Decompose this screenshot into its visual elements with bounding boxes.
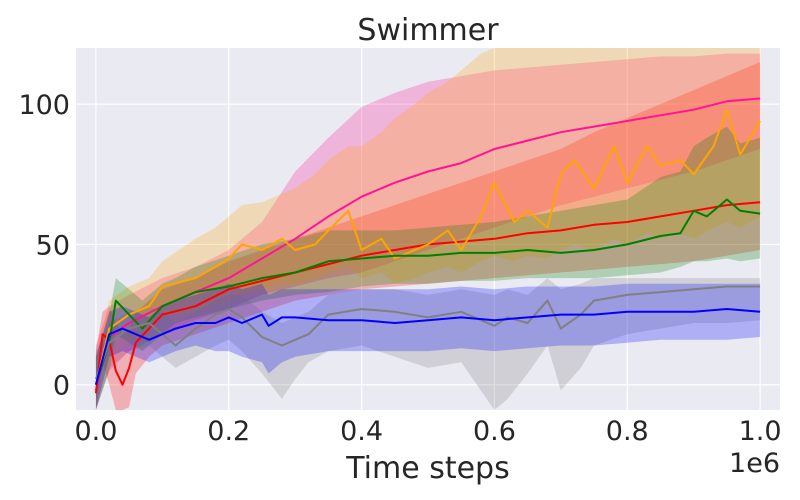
x-axis-label: Time steps bbox=[345, 451, 509, 486]
series-band-5 bbox=[95, 278, 761, 410]
y-tick-label: 50 bbox=[36, 230, 70, 261]
x-scale-label: 1e6 bbox=[729, 448, 780, 479]
x-tick-label: 0.8 bbox=[606, 416, 649, 447]
series-band-4 bbox=[95, 126, 761, 410]
chart-title: Swimmer bbox=[357, 13, 499, 48]
x-tick-label: 0.6 bbox=[473, 416, 516, 447]
series-line-3 bbox=[94, 108, 761, 385]
y-tick-label: 100 bbox=[18, 90, 70, 121]
series-band-2 bbox=[95, 62, 761, 410]
series-line-5 bbox=[94, 285, 761, 380]
series-band-3 bbox=[95, 48, 761, 410]
series-lines bbox=[94, 97, 761, 394]
series-line-4 bbox=[94, 198, 761, 386]
x-tick-label: 0.2 bbox=[207, 416, 250, 447]
series-line-2 bbox=[94, 201, 761, 394]
x-tick-label: 1.0 bbox=[739, 416, 782, 447]
x-tick-label: 0.0 bbox=[74, 416, 117, 447]
grid-lines bbox=[76, 48, 780, 410]
x-tick-labels: 0.0 0.2 0.4 0.6 0.8 1.0 bbox=[74, 416, 781, 447]
plot-background bbox=[76, 48, 780, 410]
y-tick-labels: 0 50 100 bbox=[18, 90, 70, 402]
series-band-1 bbox=[95, 53, 761, 410]
y-tick-label: 0 bbox=[53, 371, 70, 402]
series-line-6 bbox=[94, 308, 761, 385]
x-tick-label: 0.4 bbox=[340, 416, 383, 447]
